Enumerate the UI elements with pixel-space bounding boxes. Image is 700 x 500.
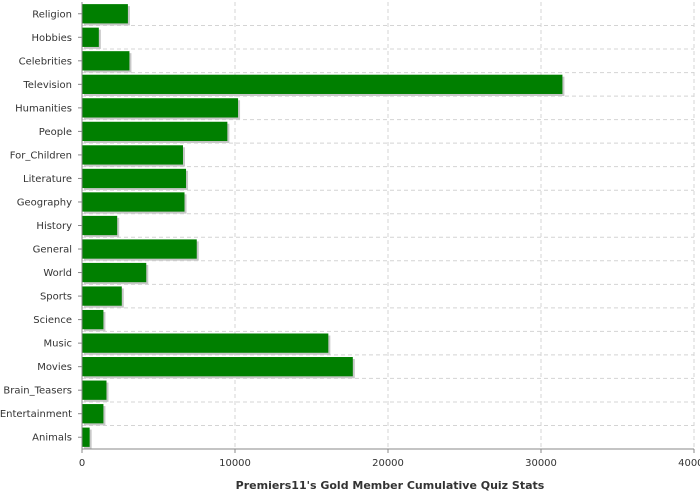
bar-literature [82,168,187,189]
category-label: Movies [37,362,72,373]
category-label: Entertainment [0,409,72,420]
gridlines [82,2,695,449]
category-label: History [36,221,72,232]
bar-animals [82,427,90,447]
bar-world [82,262,147,283]
bar-history [82,215,118,236]
bar-geography [82,192,185,212]
category-label: Music [44,339,72,350]
bar-celebrities [82,51,130,71]
bar-entertainment [82,404,104,424]
category-label: Celebrities [19,56,72,67]
bars [82,4,565,449]
category-label: Brain_Teasers [3,386,72,397]
category-label: For_Children [10,150,72,161]
bar-television [82,74,563,94]
category-label: General [33,245,72,256]
category-label: Sports [40,292,72,303]
bar-music [82,333,329,353]
value-axis: 0 10000 20000 30000 40000 [79,448,700,469]
bar-movies [82,357,353,377]
bar-people [82,121,228,142]
bar-brain-teasers [82,380,107,400]
value-tick-label: 40000 [678,458,700,469]
bar-humanities [82,98,239,118]
value-tick-label: 30000 [525,458,557,469]
category-label: Religion [32,9,72,20]
category-label: Science [33,315,72,326]
bar-religion [82,4,128,24]
bar-for-children [82,145,183,165]
category-label: Humanities [15,103,72,114]
bar-hobbies [82,27,99,47]
value-tick-label: 20000 [372,458,404,469]
category-label: Literature [23,174,72,185]
category-label: Geography [17,197,72,208]
value-tick-label: 10000 [219,458,251,469]
category-label: Hobbies [32,33,72,44]
x-axis-title: Premiers11's Gold Member Cumulative Quiz… [236,479,545,492]
bar-sports [82,286,122,306]
category-axis: Religion Hobbies Celebrities Television Huma… [0,2,83,449]
category-label: Television [22,80,72,91]
category-label: World [43,268,72,279]
bar-general [82,239,197,259]
category-label: People [39,127,72,138]
bar-science [82,309,104,330]
category-label: Animals [32,433,72,444]
value-tick-label: 0 [79,458,85,469]
